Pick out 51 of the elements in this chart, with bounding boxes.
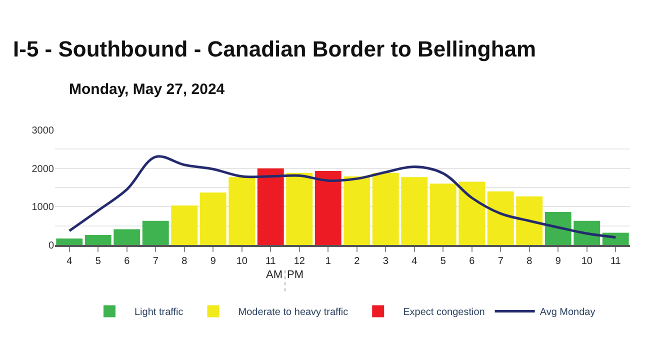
bar	[228, 177, 256, 245]
y-tick-label: 0	[48, 240, 54, 252]
bar	[257, 168, 284, 245]
bar	[200, 192, 226, 245]
x-tick-label: 9	[210, 256, 216, 267]
bar	[84, 235, 112, 245]
y-tick-label: 3000	[32, 126, 54, 136]
text: AM	[266, 269, 282, 281]
x-tick-label: 7	[498, 256, 504, 267]
x-tick-label: 1	[325, 256, 332, 267]
y-tick-label: 1000	[32, 202, 54, 214]
x-tick-label: 4	[66, 256, 73, 267]
x-tick-label: 2	[354, 256, 360, 267]
line-series	[68, 155, 617, 239]
bar	[544, 212, 572, 245]
chart-title: I-5 - Southbound - Canadian Border to Bellingham	[13, 36, 536, 62]
x-tick-label: 7	[152, 256, 159, 267]
chart-subtitle: Monday, May 27, 2024	[69, 81, 226, 98]
bar	[458, 182, 486, 245]
x-tick-label: 4	[412, 256, 418, 267]
bar	[516, 196, 543, 245]
bar	[114, 229, 140, 245]
y-tick-label: 2000	[32, 164, 54, 175]
x-tick-label: 5	[95, 256, 102, 267]
bar	[487, 191, 514, 245]
x-tick-label: 6	[469, 256, 476, 267]
x-tick-label: 11	[610, 256, 622, 267]
bar	[171, 206, 198, 245]
legend-label: Light traffic	[134, 307, 184, 318]
x-tick-label: 11	[265, 256, 276, 267]
x-tick-label: 9	[555, 256, 562, 267]
x-tick-label: 6	[124, 256, 130, 267]
x-tick-label: 10	[581, 256, 593, 267]
bar	[430, 184, 456, 245]
bar	[56, 238, 83, 245]
bar	[372, 172, 399, 245]
bar	[286, 172, 313, 245]
x-tick-label: 3	[382, 256, 389, 267]
bar	[314, 171, 342, 245]
x-tick-label: 8	[526, 256, 533, 267]
x-tick-label: 8	[182, 256, 188, 267]
text: PM	[287, 269, 304, 281]
x-tick-label: 10	[236, 256, 248, 267]
x-tick-label: 5	[440, 256, 446, 267]
x-tick-label: 12	[294, 256, 306, 267]
bar	[142, 220, 169, 245]
legend-label: Expect congestion	[403, 307, 485, 318]
legend-label: Moderate to heavy traffic	[238, 307, 348, 318]
legend-label: Avg Monday	[540, 307, 596, 318]
bar	[344, 176, 370, 245]
bar	[401, 177, 428, 245]
